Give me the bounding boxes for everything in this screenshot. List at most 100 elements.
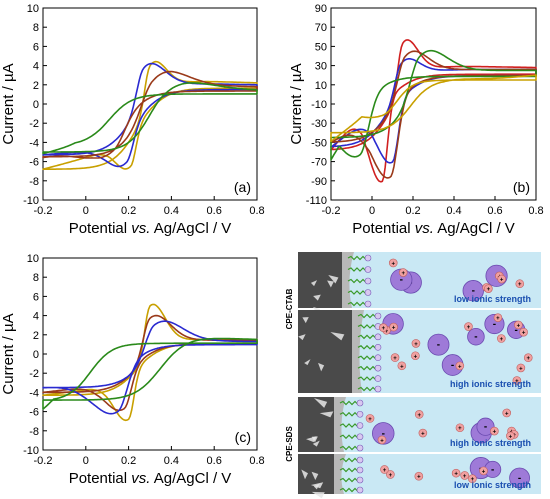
cv-chart-a: -10 -8 -6 -4 -2 0 2 4 6 8 10 -0.2 0 0.2 0.4 0.6 0.8 Poten… xyxy=(0,3,265,237)
graphite-crack xyxy=(310,482,324,489)
surfactant-chain xyxy=(357,365,377,371)
x-tick-label: 0 xyxy=(369,205,375,217)
x-tick-label: 0.4 xyxy=(164,205,179,217)
surfactant-chain xyxy=(357,334,377,340)
surfactant-head xyxy=(356,422,364,429)
y-tick-label: 0 xyxy=(33,99,39,111)
surfactant-chain xyxy=(357,386,377,392)
cation-ion-sign: + xyxy=(383,468,387,474)
cation-ion-sign: + xyxy=(526,356,530,362)
cation-ion-sign: + xyxy=(500,278,504,284)
surfactant-chain xyxy=(339,487,359,493)
anion-ion-sign: - xyxy=(382,428,385,439)
x-tick-label: 0.8 xyxy=(528,205,543,217)
cation-ion-sign: + xyxy=(454,472,458,478)
x-tick-label: 0 xyxy=(83,455,89,467)
y-tick-label: -4 xyxy=(29,387,39,399)
graphite-crack xyxy=(312,440,320,447)
y-tick-label: -10 xyxy=(23,445,39,457)
graphite-crack xyxy=(304,359,311,366)
x-tick-label: 0.2 xyxy=(405,205,420,217)
anion-ion-sign: - xyxy=(491,464,494,475)
cation-ion xyxy=(464,322,473,331)
cation-ion-sign: + xyxy=(458,426,462,432)
x-tick-label: 0.6 xyxy=(207,205,222,217)
cation-ion xyxy=(451,468,461,478)
y-tick-label: 10 xyxy=(27,253,39,265)
cv-chart-c: -10 -8 -6 -4 -2 0 2 4 6 8 10 -0.2 0 0.2 0.4 0.6 0.8 Poten… xyxy=(0,253,265,487)
y-tick-label: 4 xyxy=(33,61,39,73)
cation-ion xyxy=(455,423,465,433)
surfactant-chain xyxy=(347,267,367,272)
cation-ion-sign: + xyxy=(487,287,491,293)
y-tick-label: -2 xyxy=(29,368,39,380)
surfactant-chain xyxy=(339,445,359,451)
graphite-electrode xyxy=(298,310,352,393)
anion-ion xyxy=(467,327,485,346)
cation-ion-sign: + xyxy=(467,325,471,331)
surfactant-head xyxy=(356,444,364,452)
panel-label: (b) xyxy=(513,179,530,195)
cv-series-line xyxy=(42,320,258,415)
graphite-crack xyxy=(311,491,325,499)
x-axis-label-part: Potential xyxy=(352,220,415,237)
cation-ion xyxy=(380,465,389,474)
anion-ion-sign: - xyxy=(493,319,496,330)
y-tick-label: -70 xyxy=(311,157,327,169)
cation-ion xyxy=(497,274,506,284)
y-tick-label: -10 xyxy=(311,99,327,111)
y-tick-label: 90 xyxy=(315,3,327,15)
graphite-crack xyxy=(313,294,321,301)
group-label-ctab: CPE-CTAB xyxy=(285,288,294,329)
surfactant-chain xyxy=(357,376,377,381)
cation-ion-sign: + xyxy=(385,329,389,335)
anion-ion-sign: - xyxy=(518,473,521,484)
x-tick-label: 0.8 xyxy=(249,455,264,467)
cation-ion xyxy=(512,376,522,385)
y-tick-label: -30 xyxy=(311,118,327,130)
y-tick-label: 50 xyxy=(315,41,327,53)
y-tick-label: 4 xyxy=(33,311,39,323)
x-tick-label: 0 xyxy=(83,205,89,217)
y-axis-label: Current / µA xyxy=(288,63,305,144)
x-axis-label-part: Ag/AgCl / V xyxy=(434,220,515,237)
y-tick-label: 30 xyxy=(315,61,327,73)
y-tick-label: 6 xyxy=(33,291,39,303)
cation-ion xyxy=(515,279,525,289)
surfactant-chain xyxy=(339,400,359,406)
cation-ion xyxy=(490,426,499,436)
anion-ion xyxy=(509,467,530,489)
cation-ion-sign: + xyxy=(519,366,523,372)
surfactant-chain xyxy=(357,355,377,361)
y-tick-label: -8 xyxy=(29,426,39,438)
surfactant-chain xyxy=(339,467,359,473)
cation-ion-sign: + xyxy=(392,326,396,332)
graphite-crack xyxy=(319,411,334,418)
cation-ion xyxy=(365,414,375,423)
surfactant-head xyxy=(374,343,382,351)
y-tick-label: -90 xyxy=(311,176,327,188)
cation-ion-sign: + xyxy=(401,271,405,277)
plot-frame xyxy=(42,7,258,201)
surfactant-chain xyxy=(347,290,367,295)
cation-ion-sign: + xyxy=(493,430,497,436)
cation-ion xyxy=(460,471,469,480)
graphite-crack xyxy=(298,334,306,341)
y-tick-label: 10 xyxy=(27,3,39,15)
cv-chart-b: -110 -90 -70 -50 -30 -10 10 30 50 70 90 -0.2 0 0.2 0.4… xyxy=(288,3,544,237)
x-axis-label-part: Ag/AgCl / V xyxy=(150,220,231,237)
graphite-crack xyxy=(302,317,309,324)
cation-ion xyxy=(502,408,512,418)
y-axis-label: Current / µA xyxy=(0,63,17,144)
cation-ion xyxy=(479,466,488,476)
cv-series-line xyxy=(42,82,258,155)
anion-ion-sign: - xyxy=(484,422,487,433)
surfactant-chain xyxy=(347,301,367,307)
schematic-caption: low ionic strength xyxy=(454,480,531,490)
y-tick-label: 10 xyxy=(315,80,327,92)
cation-ion-sign: + xyxy=(458,364,462,370)
surfactant-head xyxy=(364,289,372,296)
cation-ion xyxy=(386,470,395,479)
cation-ion xyxy=(389,322,398,332)
